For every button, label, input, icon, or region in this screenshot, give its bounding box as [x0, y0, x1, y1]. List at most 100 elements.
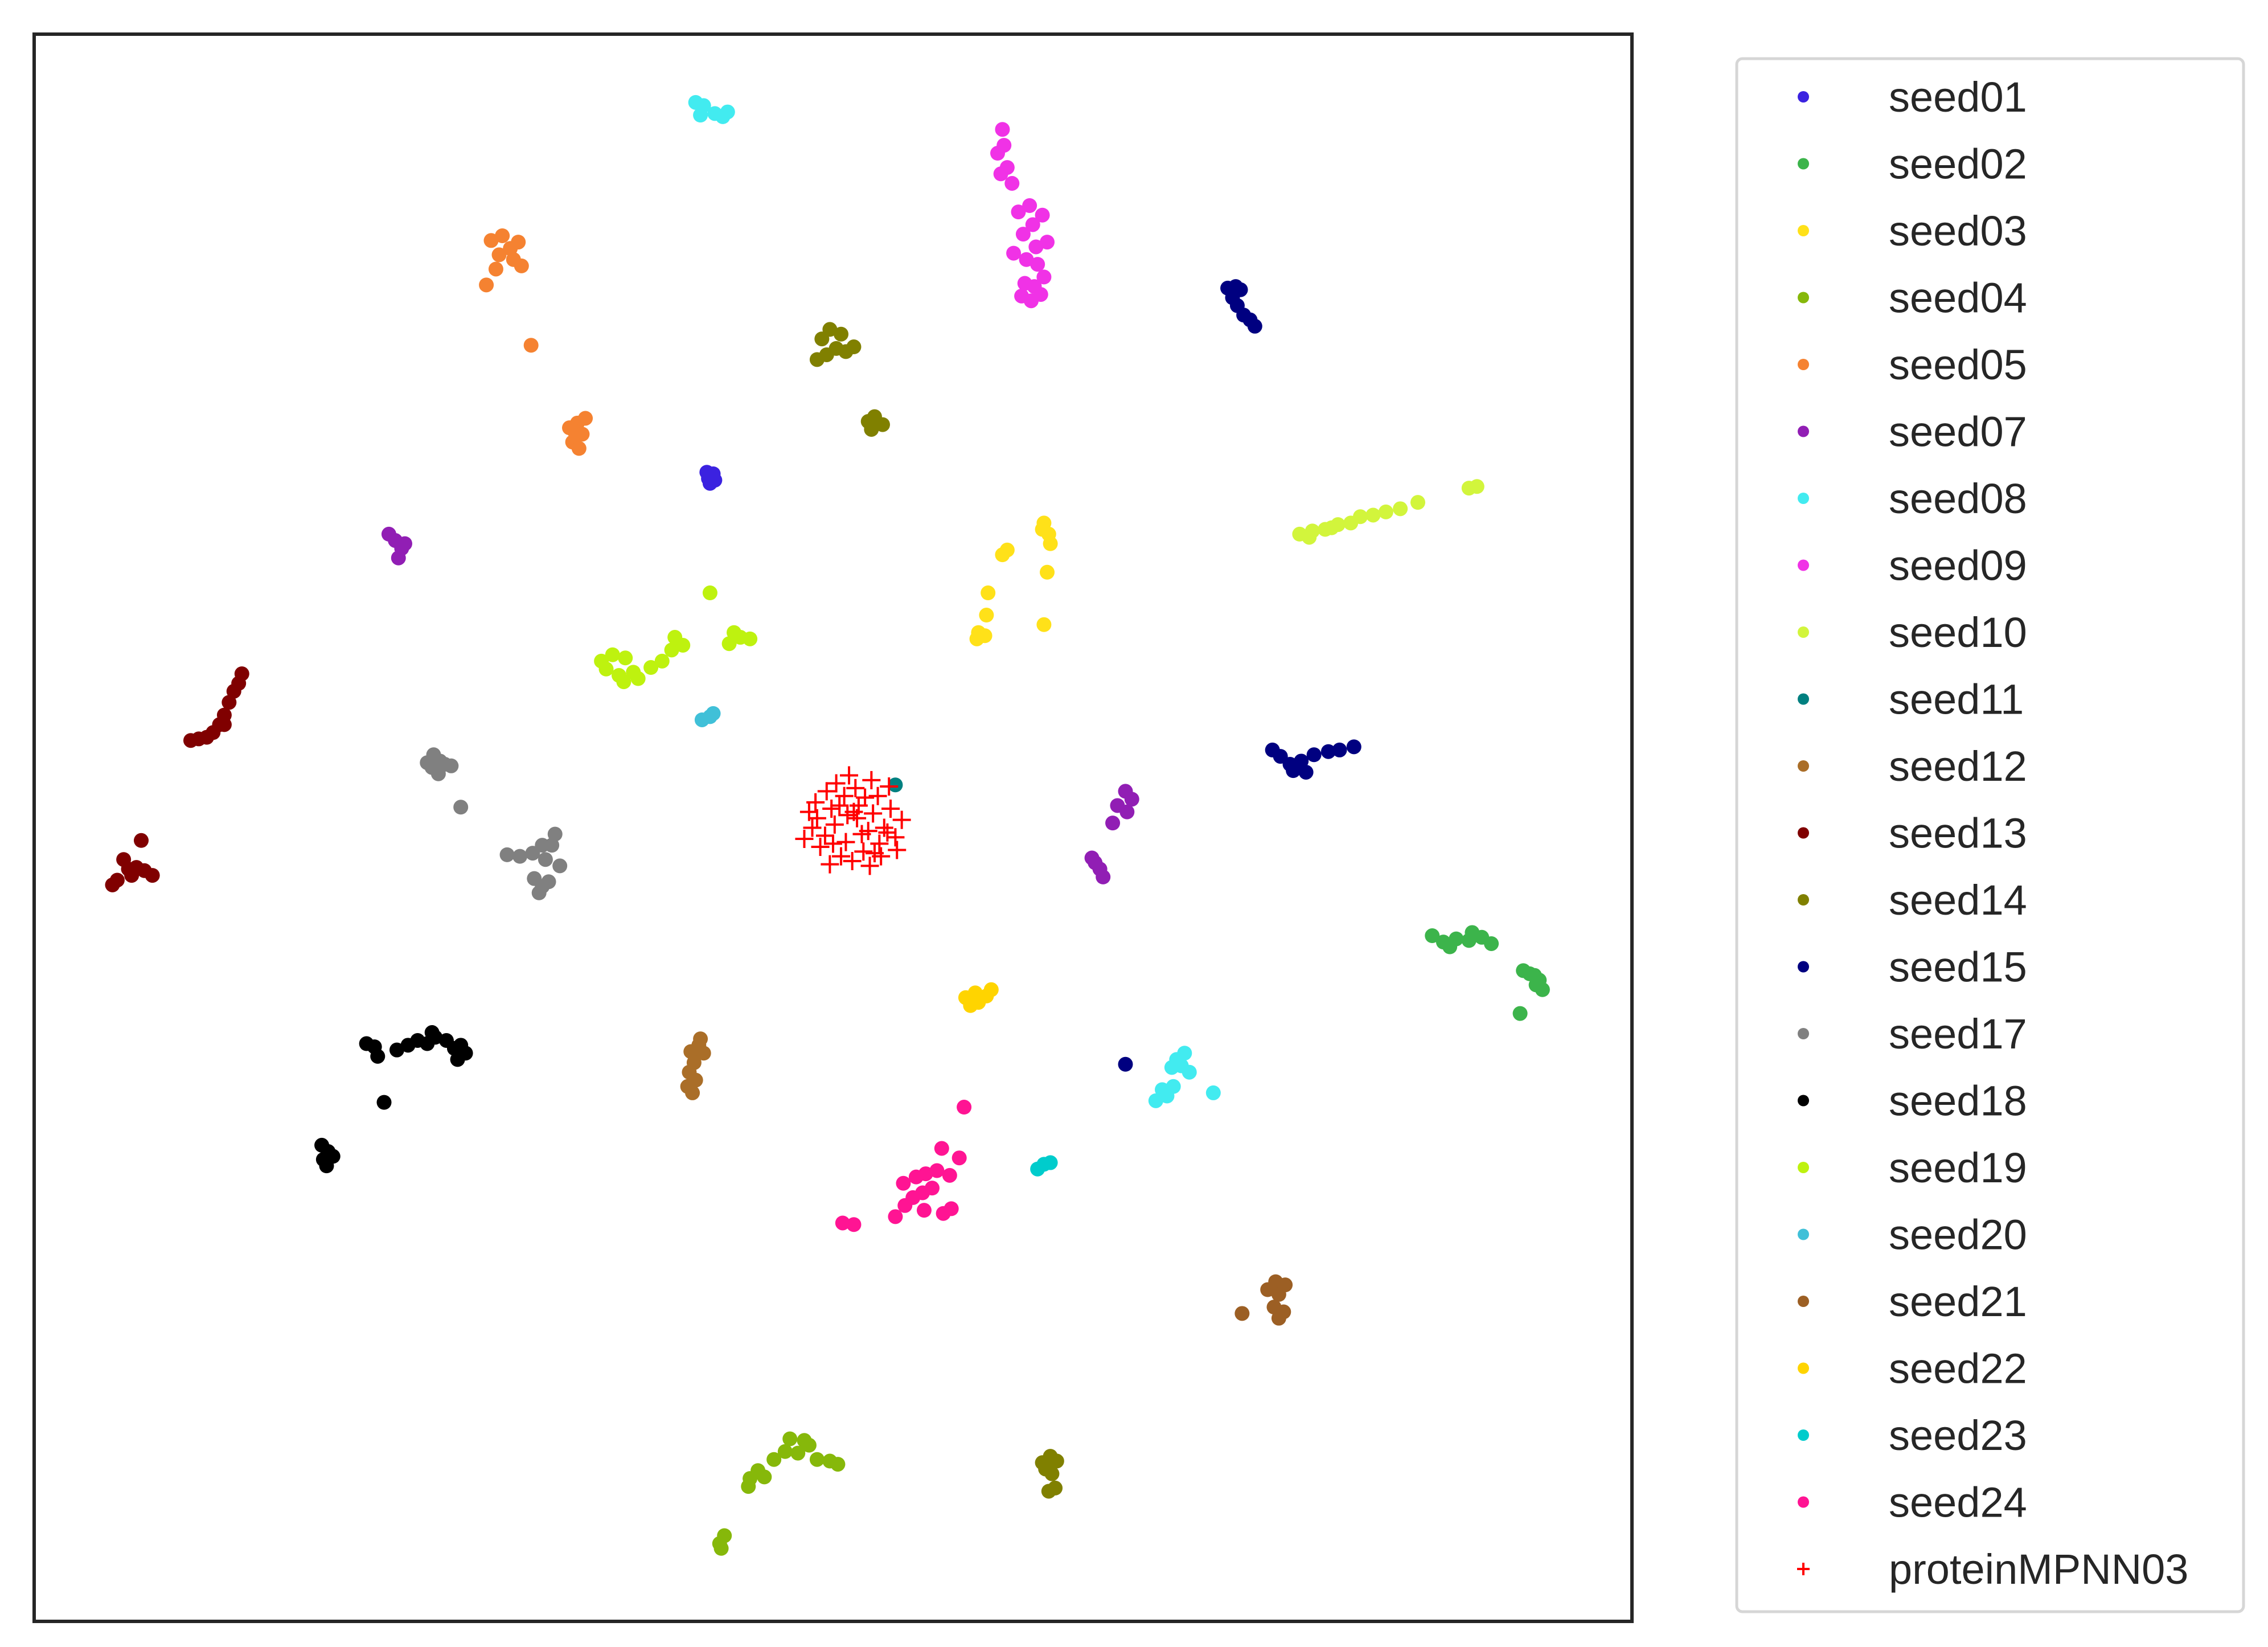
- point-seed13-19: [109, 872, 125, 888]
- legend-marker-seed18: [1798, 1095, 1809, 1107]
- point-seed12-7: [685, 1085, 700, 1100]
- point-seed08-10: [1164, 1060, 1179, 1075]
- series-seed10: [1292, 479, 1484, 545]
- point-seed17-18: [527, 871, 542, 886]
- series-seed02: [1425, 925, 1550, 1021]
- series-seed24: [835, 1100, 972, 1232]
- point-seed13-17: [124, 868, 140, 883]
- legend-marker-seed23: [1798, 1429, 1809, 1441]
- point-seed04-12: [741, 1479, 756, 1494]
- legend-marker-seed11: [1798, 693, 1809, 705]
- legend-label-seed05: seed05: [1889, 341, 2027, 388]
- series-seed08: [688, 95, 1221, 1108]
- point-proteinMPNN03-36: [807, 809, 826, 827]
- point-seed08-7: [1177, 1046, 1192, 1061]
- point-seed14-18: [1048, 1480, 1063, 1496]
- point-seed14-2: [834, 326, 849, 342]
- legend-label-seed15: seed15: [1889, 944, 2027, 991]
- point-seed17-12: [547, 826, 563, 842]
- point-seed09-20: [1033, 287, 1048, 302]
- legend-label-seed19: seed19: [1889, 1144, 2027, 1191]
- point-proteinMPNN03-11: [854, 842, 873, 861]
- legend-marker-seed17: [1798, 1028, 1809, 1039]
- point-seed03-8: [979, 608, 994, 623]
- point-seed05-6: [511, 235, 526, 250]
- point-seed04-5: [797, 1433, 812, 1448]
- point-proteinMPNN03-20: [886, 828, 905, 847]
- point-seed08-5: [715, 109, 731, 124]
- point-seed04-8: [830, 1457, 846, 1472]
- legend-marker-seed13: [1798, 827, 1809, 839]
- point-seed17-13: [538, 852, 553, 867]
- point-seed08-9: [1182, 1064, 1197, 1080]
- point-seed13-3: [222, 695, 237, 710]
- point-proteinMPNN03-31: [888, 841, 907, 859]
- point-seed13-9: [183, 733, 198, 748]
- point-seed12-2: [696, 1046, 711, 1061]
- legend-label-seed08: seed08: [1889, 475, 2027, 522]
- point-seed02-0: [1425, 928, 1440, 944]
- point-proteinMPNN03-27: [840, 766, 859, 785]
- point-proteinMPNN03-22: [843, 852, 862, 871]
- point-seed02-13: [1528, 977, 1544, 993]
- point-seed15-18: [1118, 1056, 1133, 1072]
- point-seed24-16: [846, 1217, 862, 1232]
- legend-marker-seed04: [1798, 292, 1809, 304]
- point-seed09-14: [1030, 257, 1045, 272]
- point-seed24-17: [957, 1100, 972, 1115]
- point-proteinMPNN03-34: [852, 825, 871, 843]
- point-seed15-17: [1265, 742, 1280, 757]
- point-seed15-13: [1332, 742, 1347, 757]
- point-seed09-5: [993, 166, 1008, 182]
- point-seed15-15: [1286, 763, 1301, 779]
- point-proteinMPNN03-32: [860, 857, 879, 875]
- series-seed19: [594, 585, 758, 690]
- series-seed13: [105, 666, 249, 892]
- point-seed07-9: [1105, 816, 1121, 831]
- series-seed11: [888, 777, 903, 793]
- point-proteinMPNN03-16: [827, 774, 846, 793]
- point-seed04-2: [790, 1445, 806, 1461]
- point-proteinMPNN03-17: [846, 779, 865, 797]
- legend-label-seed20: seed20: [1889, 1211, 2027, 1259]
- point-seed15-16: [1298, 764, 1314, 780]
- point-seed13-10: [216, 717, 232, 732]
- legend-label-seed23: seed23: [1889, 1412, 2027, 1459]
- legend-marker-seed03: [1798, 225, 1809, 236]
- point-seed18-13: [370, 1048, 385, 1064]
- point-seed09-15: [1036, 269, 1052, 285]
- point-seed02-7: [1465, 925, 1480, 940]
- point-seed03-4: [1040, 564, 1055, 580]
- point-seed09-12: [1040, 235, 1055, 250]
- point-proteinMPNN03-30: [892, 810, 911, 829]
- point-seed10-8: [1393, 501, 1408, 517]
- series-seed09: [990, 122, 1055, 309]
- point-seed14-16: [1044, 1466, 1060, 1481]
- point-seed05-8: [479, 277, 494, 293]
- point-proteinMPNN03-2: [836, 833, 855, 851]
- point-proteinMPNN03-23: [821, 855, 839, 874]
- point-seed03-12: [1036, 617, 1052, 632]
- point-seed01-5: [704, 469, 719, 485]
- point-seed24-0: [888, 1209, 903, 1224]
- legend-label-seed17: seed17: [1889, 1010, 2027, 1058]
- legend-label-seed24: seed24: [1889, 1479, 2027, 1526]
- legend-marker-seed21: [1798, 1296, 1809, 1307]
- point-seed19-17: [727, 625, 742, 640]
- point-seed09-2: [990, 146, 1006, 161]
- point-seed24-11: [896, 1175, 911, 1191]
- point-seed08-13: [1148, 1093, 1163, 1108]
- legend-marker-seed07: [1798, 425, 1809, 437]
- point-seed09-17: [1017, 276, 1032, 291]
- point-seed15-12: [1320, 744, 1336, 759]
- point-seed05-0: [483, 233, 499, 248]
- legend-marker-seed20: [1798, 1228, 1809, 1240]
- point-seed09-11: [1028, 239, 1044, 255]
- point-seed21-6: [1271, 1310, 1286, 1326]
- point-seed09-21: [1006, 245, 1022, 261]
- series-seed01: [699, 465, 723, 491]
- point-seed04-1: [777, 1444, 793, 1459]
- point-seed18-14: [376, 1095, 392, 1110]
- point-seed24-7: [942, 1167, 957, 1183]
- point-seed21-3: [1271, 1287, 1286, 1302]
